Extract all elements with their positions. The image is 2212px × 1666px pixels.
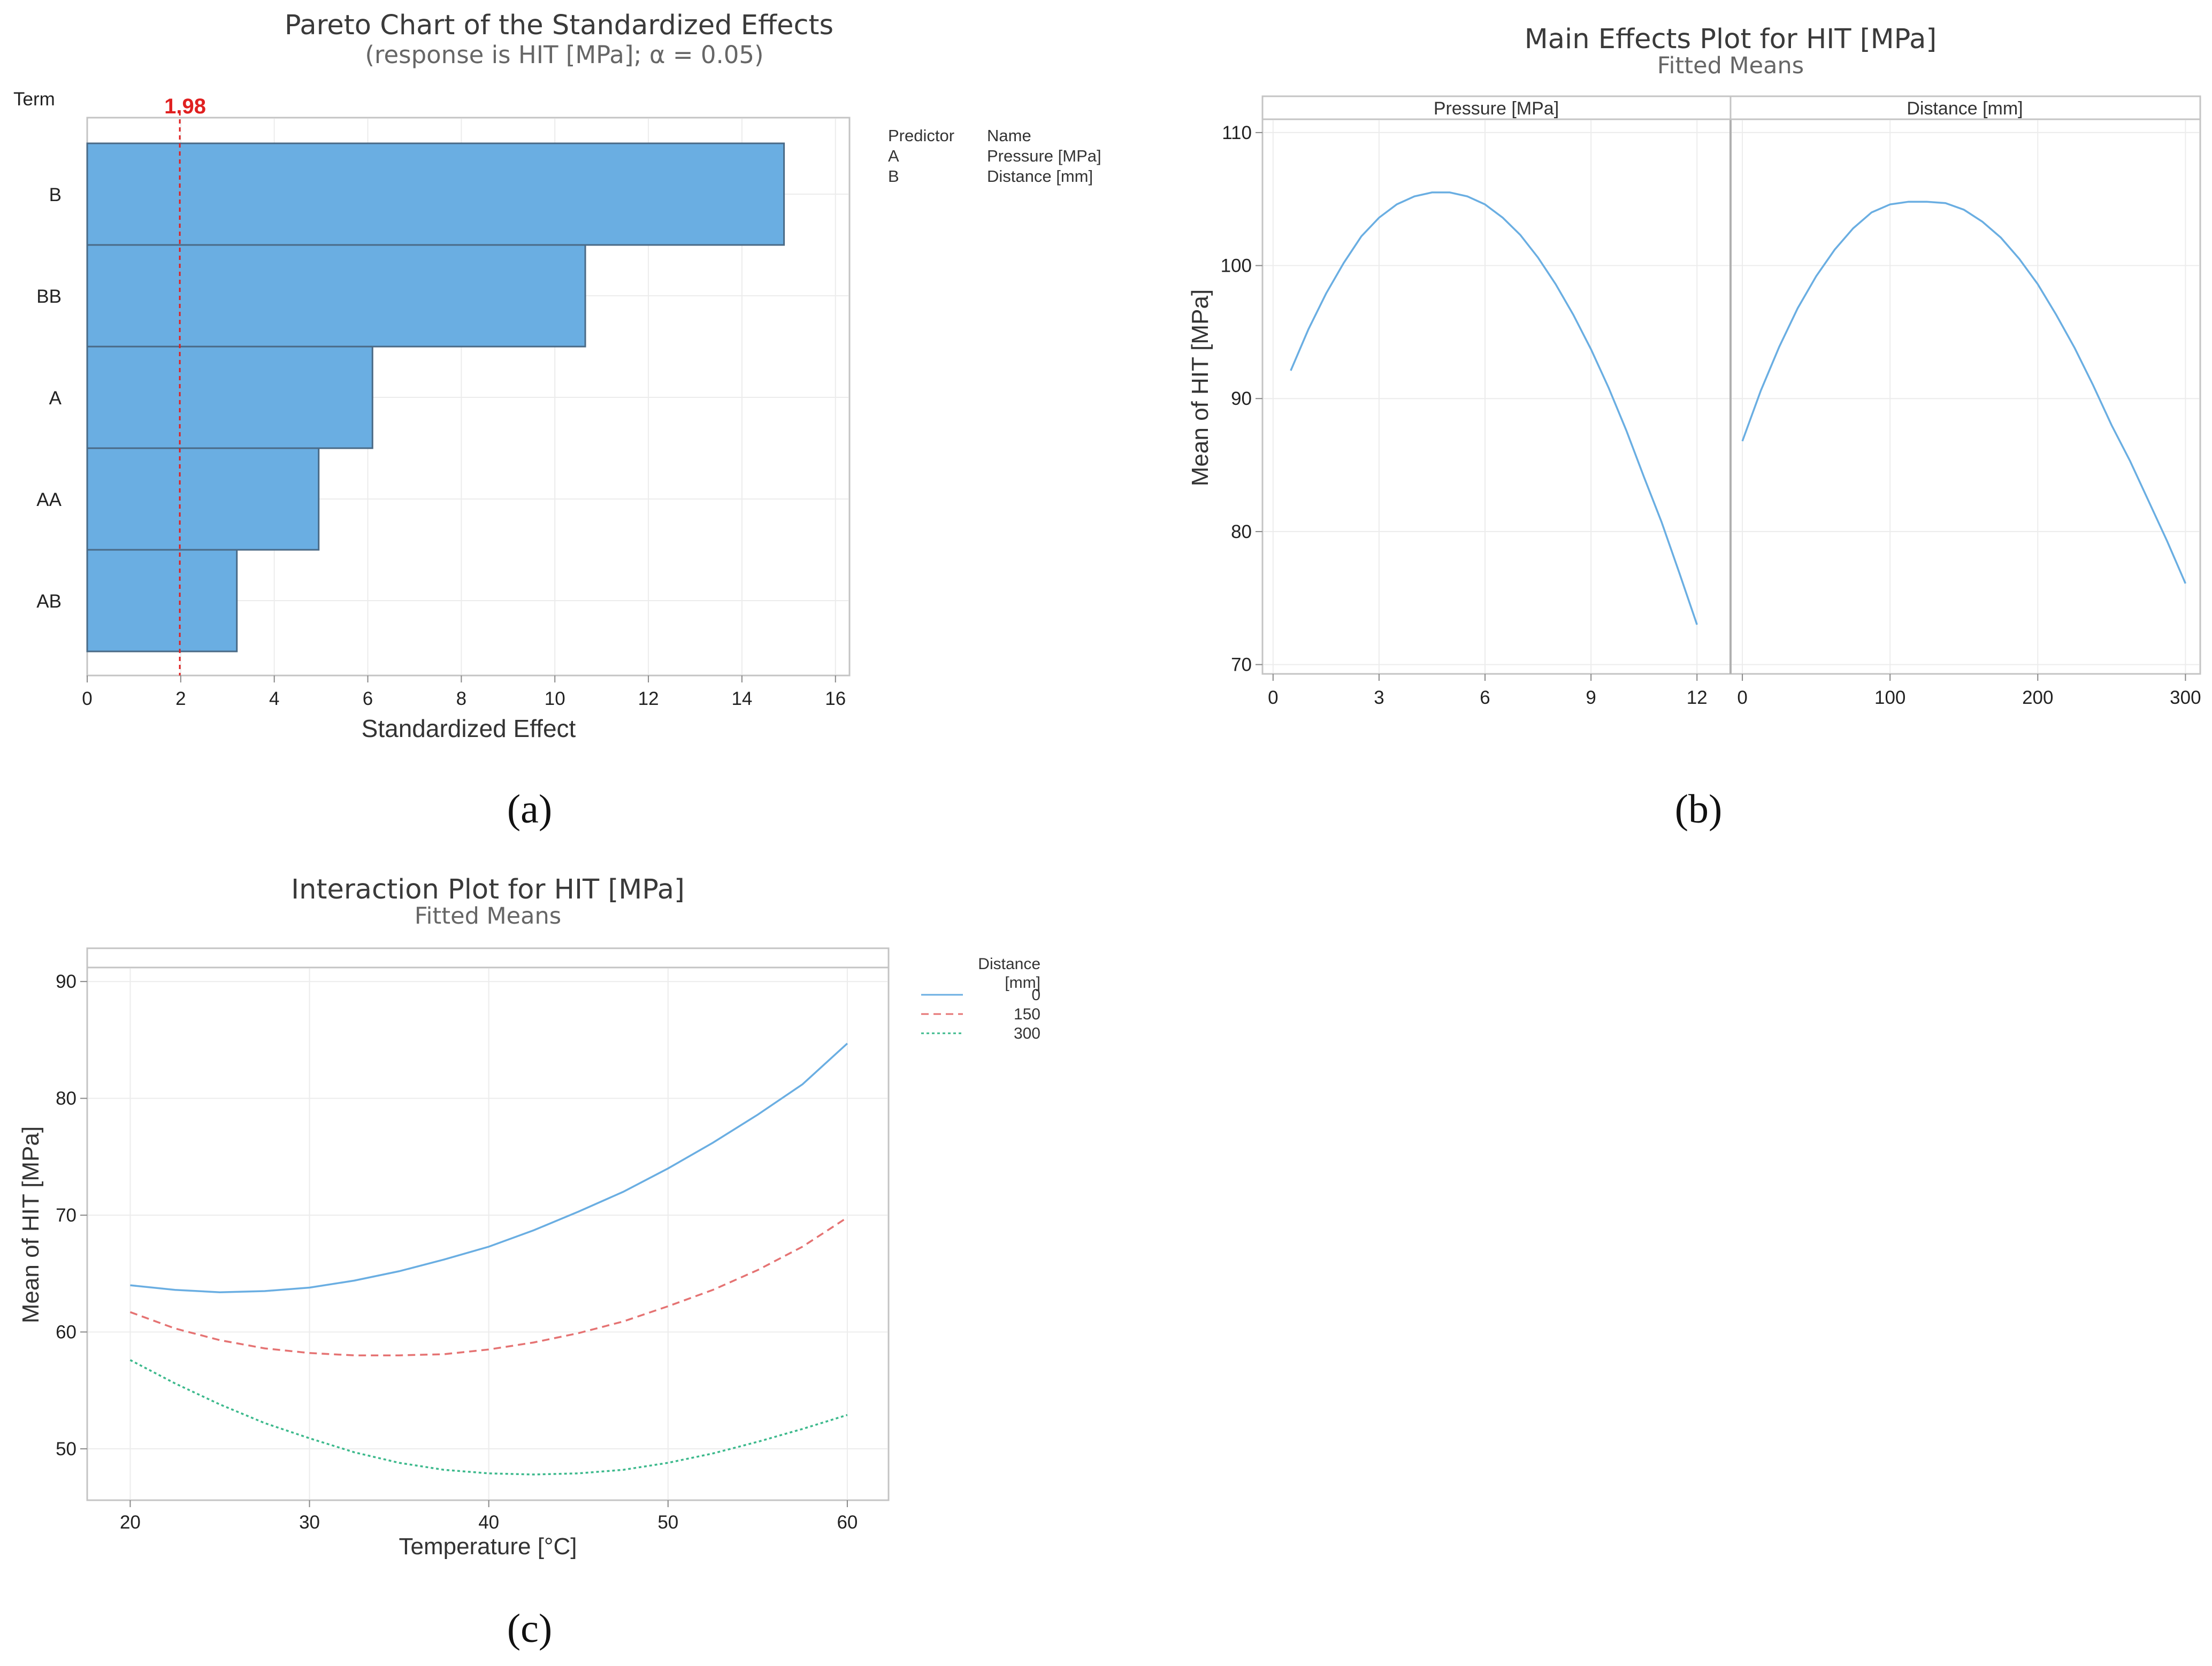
main-effects-subtitle: Fitted Means — [1657, 52, 1804, 79]
main-effects-title: Main Effects Plot for HIT [MPa] — [1525, 24, 1937, 55]
interaction-y-tick-label: 80 — [56, 1088, 76, 1109]
pareto-legend-header-predictor: Predictor — [888, 126, 954, 145]
main-effects-x-tick-label: 6 — [1480, 687, 1490, 708]
interaction-line-distance-0 — [130, 1042, 848, 1293]
main-effects-panel: Main Effects Plot for HIT [MPa] Fitted M… — [1187, 24, 2201, 832]
pareto-term-label: B — [49, 185, 62, 205]
facet-header-distance-box — [1729, 95, 2201, 120]
pareto-legend-name-b: Distance [mm] — [987, 167, 1093, 186]
pareto-bar-aa — [86, 447, 320, 551]
pareto-x-tick-label: 8 — [456, 688, 466, 709]
pareto-chart-subtitle: (response is HIT [MPa]; α = 0.05) — [365, 41, 763, 69]
interaction-gridlines — [88, 969, 887, 1499]
main-effects-x-tick-label: 300 — [2170, 687, 2201, 708]
facet-header-distance: Distance [mm] — [1907, 98, 2023, 119]
interaction-y-ticks: 50 60 70 80 90 — [56, 971, 87, 1460]
pareto-term-label: BB — [36, 286, 62, 307]
interaction-x-tick-label: 60 — [837, 1512, 858, 1533]
main-effects-y-axis-title: Mean of HIT [MPa] — [1187, 289, 1213, 486]
pareto-bar-ab — [86, 549, 238, 652]
pareto-x-axis-title: Standardized Effect — [362, 715, 576, 742]
interaction-subtitle: Fitted Means — [415, 903, 561, 930]
pareto-chart-panel: Pareto Chart of the Standardized Effects… — [13, 10, 1101, 832]
interaction-y-axis-title: Mean of HIT [MPa] — [18, 1126, 44, 1323]
pareto-bars — [86, 142, 785, 652]
interaction-title: Interaction Plot for HIT [MPa] — [291, 874, 685, 905]
pareto-legend-header-name: Name — [987, 126, 1031, 145]
pareto-legend-predictor-a: A — [888, 147, 899, 165]
main-effects-y-tick-label: 70 — [1231, 655, 1252, 675]
panel-label-a: (a) — [507, 787, 552, 832]
interaction-legend-label-0: 0 — [1031, 986, 1040, 1004]
pareto-legend-predictor-b: B — [888, 167, 899, 186]
main-effects-line-distance — [1741, 201, 2187, 584]
pareto-reference-line: 1.98 — [164, 95, 206, 675]
pareto-y-axis-title: Term — [13, 89, 55, 110]
interaction-legend-label-150: 150 — [1014, 1005, 1040, 1023]
interaction-y-tick-label: 60 — [56, 1322, 76, 1342]
interaction-y-tick-label: 70 — [56, 1205, 76, 1226]
interaction-panel: Interaction Plot for HIT [MPa] Fitted Me… — [18, 874, 1040, 1651]
main-effects-y-tick-label: 80 — [1231, 521, 1252, 542]
pareto-x-tick-label: 6 — [363, 688, 373, 709]
interaction-legend-label-300: 300 — [1014, 1025, 1040, 1042]
main-effects-x-tick-label: 9 — [1586, 687, 1596, 708]
pareto-bar-b — [86, 142, 785, 246]
main-effects-y-ticks: 70 80 90 100 110 — [1221, 122, 1262, 675]
main-effects-x-tick-label: 0 — [1268, 687, 1278, 708]
pareto-term-label: AA — [36, 489, 62, 510]
pareto-legend: Predictor Name A Pressure [MPa] B Distan… — [888, 126, 1101, 186]
interaction-y-tick-label: 50 — [56, 1439, 76, 1460]
pareto-reference-value-label: 1.98 — [164, 95, 206, 118]
main-effects-x-tick-label: 3 — [1374, 687, 1384, 708]
pareto-legend-name-a: Pressure [MPa] — [987, 147, 1101, 165]
main-effects-line-pressure — [1290, 191, 1698, 625]
pareto-term-label: AB — [36, 591, 62, 612]
pareto-x-tick-label: 0 — [82, 688, 92, 709]
main-effects-x-tick-label: 12 — [1687, 687, 1708, 708]
interaction-plot-frame — [86, 947, 890, 1501]
interaction-line-distance-150 — [129, 1216, 848, 1356]
main-effects-y-tick-label: 100 — [1221, 256, 1252, 277]
interaction-x-ticks: 20 30 40 50 60 — [120, 1500, 858, 1533]
pareto-term-label: A — [49, 388, 62, 409]
pareto-x-ticks: 0 2 4 6 8 10 12 14 16 — [82, 675, 846, 709]
interaction-lines — [129, 1042, 848, 1476]
interaction-legend-title-line1: Distance — [978, 955, 1040, 973]
main-effects-x-tick-label: 0 — [1737, 687, 1747, 708]
interaction-x-tick-label: 40 — [478, 1512, 499, 1533]
main-effects-x-tick-label: 200 — [2022, 687, 2053, 708]
interaction-x-axis-title: Temperature [°C] — [399, 1533, 577, 1560]
pareto-bar-a — [86, 346, 373, 449]
main-effects-y-tick-label: 110 — [1222, 122, 1252, 143]
interaction-x-tick-label: 20 — [120, 1512, 141, 1533]
main-effects-gridlines — [1264, 120, 2199, 673]
facet-header-pressure: Pressure [MPa] — [1434, 98, 1559, 119]
interaction-legend-title-line2: [mm] — [1005, 974, 1040, 992]
main-effects-lines — [1290, 191, 2187, 625]
main-effects-x-tick-label: 100 — [1874, 687, 1905, 708]
panel-label-c: (c) — [507, 1606, 552, 1651]
main-effects-y-tick-label: 90 — [1231, 388, 1252, 409]
facet-header-pressure-box — [1261, 95, 1732, 120]
pareto-x-tick-label: 16 — [825, 688, 846, 709]
pareto-x-tick-label: 4 — [269, 688, 279, 709]
pareto-chart-title: Pareto Chart of the Standardized Effects — [285, 10, 833, 41]
pareto-x-tick-label: 10 — [545, 688, 565, 709]
pareto-bar-bb — [86, 244, 586, 348]
interaction-x-tick-label: 30 — [299, 1512, 320, 1533]
pareto-x-tick-label: 2 — [175, 688, 186, 709]
panel-label-b: (b) — [1675, 787, 1723, 832]
interaction-x-tick-label: 50 — [657, 1512, 678, 1533]
pareto-x-tick-label: 12 — [638, 688, 659, 709]
interaction-header-strip — [86, 947, 890, 969]
main-effects-x-ticks: 0 3 6 9 12 0 100 200 300 — [1268, 674, 2201, 708]
interaction-y-tick-label: 90 — [56, 971, 76, 992]
pareto-x-tick-label: 14 — [731, 688, 752, 709]
